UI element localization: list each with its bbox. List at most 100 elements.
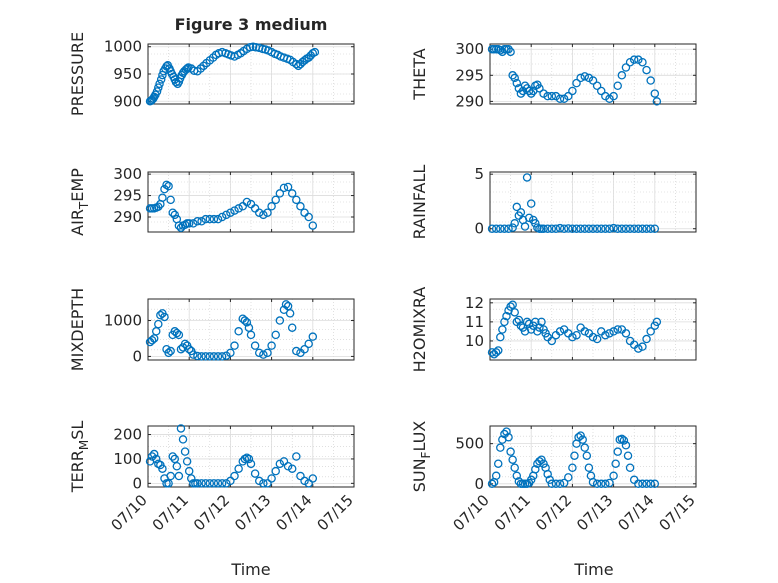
data-point xyxy=(279,457,289,466)
data-point xyxy=(522,317,532,327)
data-point xyxy=(555,94,565,104)
data-point xyxy=(596,479,606,489)
data-point xyxy=(496,332,505,342)
data-point xyxy=(271,466,280,476)
y-tick-label: 200 xyxy=(113,426,142,444)
y-tick-label: 0 xyxy=(132,347,142,365)
data-point xyxy=(254,476,264,486)
data-point xyxy=(510,219,519,228)
data-point xyxy=(535,457,544,466)
y-tick-label: 290 xyxy=(455,92,484,110)
data-point xyxy=(164,348,173,358)
data-point xyxy=(292,346,301,356)
data-point xyxy=(285,309,295,318)
data-point xyxy=(174,221,184,230)
data-point xyxy=(564,91,573,101)
data-point xyxy=(259,350,268,359)
data-point xyxy=(154,319,163,329)
data-point xyxy=(205,352,215,361)
data-point xyxy=(158,464,167,473)
data-point xyxy=(555,223,565,233)
data-point xyxy=(510,73,519,83)
y-axis-label-panel-4: RAINFALL xyxy=(410,165,429,240)
data-point xyxy=(149,449,159,459)
data-point xyxy=(487,479,497,489)
data-point xyxy=(217,212,227,222)
data-point xyxy=(516,321,526,330)
data-point xyxy=(174,330,184,340)
data-point xyxy=(559,478,569,488)
data-point xyxy=(580,443,590,452)
axes-box xyxy=(489,425,697,488)
data-point xyxy=(572,78,581,88)
data-point xyxy=(576,224,585,233)
data-point xyxy=(609,327,618,336)
data-point xyxy=(254,208,264,217)
data-point xyxy=(621,224,631,233)
data-point xyxy=(629,55,639,64)
y-tick-label: 295 xyxy=(455,66,484,84)
data-point xyxy=(588,224,598,233)
data-point xyxy=(217,352,227,361)
data-point xyxy=(496,46,505,55)
data-point xyxy=(547,91,557,101)
data-point xyxy=(310,47,320,57)
data-point xyxy=(240,316,250,325)
data-point xyxy=(613,81,622,90)
data-point xyxy=(652,317,662,327)
y-axis-label-panel-5: MIXDEPTH xyxy=(68,288,87,371)
data-point xyxy=(551,479,561,489)
data-point xyxy=(601,330,610,340)
y-tick-label: 290 xyxy=(113,208,142,226)
data-point xyxy=(617,224,627,233)
data-point xyxy=(197,352,206,361)
data-point xyxy=(582,451,592,460)
data-point xyxy=(574,432,583,442)
data-point xyxy=(502,311,511,321)
data-point xyxy=(217,479,227,488)
data-point xyxy=(621,441,631,450)
data-point xyxy=(491,348,501,357)
data-point xyxy=(283,182,293,192)
data-point xyxy=(308,474,318,483)
y-axis-label-panel-7: TERRMSL xyxy=(68,421,91,494)
data-point xyxy=(189,219,198,228)
subplot-5: 0 1000 xyxy=(104,298,355,365)
data-point xyxy=(642,479,651,489)
y-tick-label: 1000 xyxy=(104,312,142,330)
data-point xyxy=(638,342,647,351)
data-point xyxy=(172,462,182,471)
data-point xyxy=(547,479,557,489)
axes-box xyxy=(147,171,355,233)
data-point xyxy=(539,459,548,468)
data-point xyxy=(234,327,243,336)
data-point xyxy=(650,89,660,98)
data-point xyxy=(254,348,264,358)
data-point xyxy=(156,75,166,84)
y-axis-label-panel-1: PRESSURE xyxy=(68,32,87,116)
data-point xyxy=(613,224,622,233)
data-point xyxy=(551,224,561,233)
y-tick-label: 0 xyxy=(474,220,484,238)
data-point xyxy=(609,471,618,481)
data-point xyxy=(572,330,581,340)
data-point xyxy=(180,447,190,456)
data-point xyxy=(646,224,655,233)
data-point xyxy=(535,323,544,332)
data-point xyxy=(625,463,635,472)
data-point xyxy=(500,224,509,233)
data-point xyxy=(250,341,260,350)
data-point xyxy=(580,224,590,233)
data-point xyxy=(605,224,614,233)
data-point xyxy=(164,181,173,191)
data-point xyxy=(613,447,622,456)
data-point xyxy=(508,300,517,309)
data-point xyxy=(170,210,180,220)
data-point xyxy=(522,173,532,182)
data-point xyxy=(491,224,501,233)
data-point xyxy=(496,224,505,233)
data-point xyxy=(250,469,260,478)
data-point xyxy=(271,330,280,340)
y-tick-label: 500 xyxy=(455,435,484,453)
data-point xyxy=(570,451,579,460)
